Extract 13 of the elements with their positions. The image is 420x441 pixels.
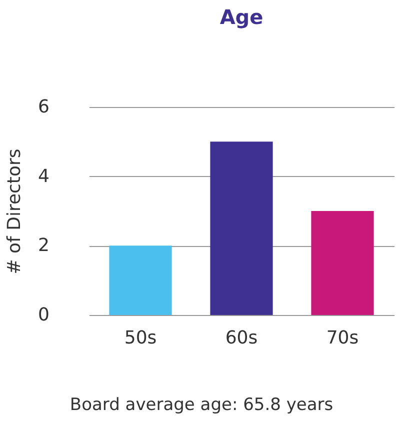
chart-title: Age	[220, 5, 264, 29]
bar	[210, 142, 273, 315]
y-tick-label: 4	[38, 166, 50, 187]
bar	[109, 246, 172, 315]
y-tick-label: 6	[38, 96, 50, 118]
x-tick-label: 60s	[225, 328, 258, 348]
y-axis-title: # of Directors	[4, 148, 26, 274]
bar	[311, 211, 374, 315]
y-tick-label: 2	[38, 235, 50, 256]
x-tick-label: 50s	[124, 328, 157, 348]
x-tick-label: 70s	[326, 328, 359, 348]
text: Board average age: 65.8 years	[70, 395, 334, 415]
y-tick-label: 0	[38, 304, 50, 326]
